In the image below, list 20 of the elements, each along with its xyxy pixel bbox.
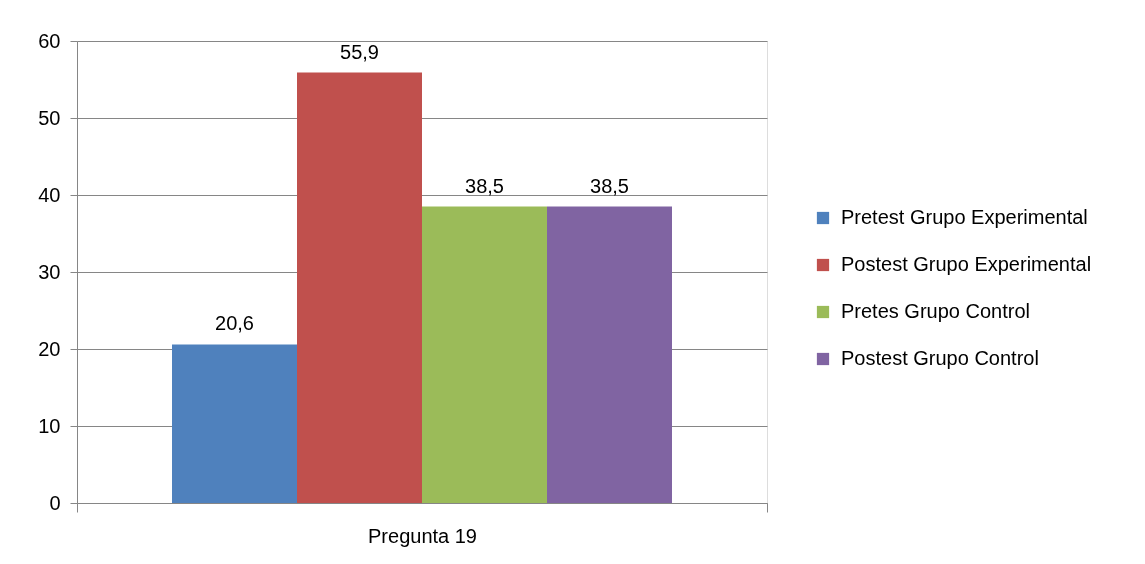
y-tick-label: 10 [38, 414, 61, 437]
y-tick-label: 0 [49, 491, 61, 514]
data-label: 20,6 [215, 312, 254, 335]
y-tick-label: 30 [38, 260, 61, 283]
legend-label: Postest Grupo Experimental [841, 253, 1092, 275]
y-tick-label: 20 [38, 337, 61, 360]
bar [172, 344, 297, 503]
legend-label: Pretest Grupo Experimental [841, 206, 1088, 228]
data-label: 38,5 [590, 174, 629, 197]
x-tick-label: Pregunta 19 [368, 524, 477, 547]
bar [297, 72, 422, 503]
data-label: 38,5 [465, 174, 504, 197]
y-tick-label: 60 [38, 29, 61, 52]
bar [547, 206, 672, 503]
bar [422, 206, 547, 503]
legend-label: Pretes Grupo Control [841, 300, 1030, 322]
legend-label: Postest Grupo Control [841, 347, 1039, 369]
data-label: 55,9 [340, 40, 379, 63]
y-tick-label: 40 [38, 183, 61, 206]
y-tick-label: 50 [38, 106, 61, 129]
